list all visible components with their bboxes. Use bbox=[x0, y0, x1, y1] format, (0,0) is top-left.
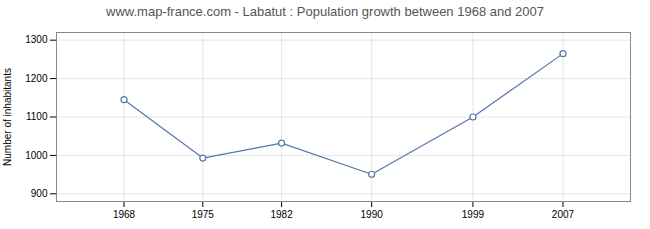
svg-text:1100: 1100 bbox=[26, 111, 48, 122]
svg-text:1999: 1999 bbox=[462, 209, 485, 220]
svg-text:1000: 1000 bbox=[25, 150, 48, 161]
svg-text:1982: 1982 bbox=[270, 209, 293, 220]
svg-text:Number of inhabitants: Number of inhabitants bbox=[2, 68, 13, 166]
svg-text:900: 900 bbox=[31, 188, 48, 199]
svg-text:1300: 1300 bbox=[25, 34, 48, 45]
html-text:www.map-france.com - Labatut :: www.map-france.com - Labatut : Populatio… bbox=[106, 4, 544, 19]
svg-text:1968: 1968 bbox=[113, 209, 136, 220]
svg-text:1975: 1975 bbox=[192, 209, 215, 220]
svg-text:1200: 1200 bbox=[25, 73, 48, 84]
svg-text:2007: 2007 bbox=[552, 209, 575, 220]
svg-text:1990: 1990 bbox=[361, 209, 384, 220]
